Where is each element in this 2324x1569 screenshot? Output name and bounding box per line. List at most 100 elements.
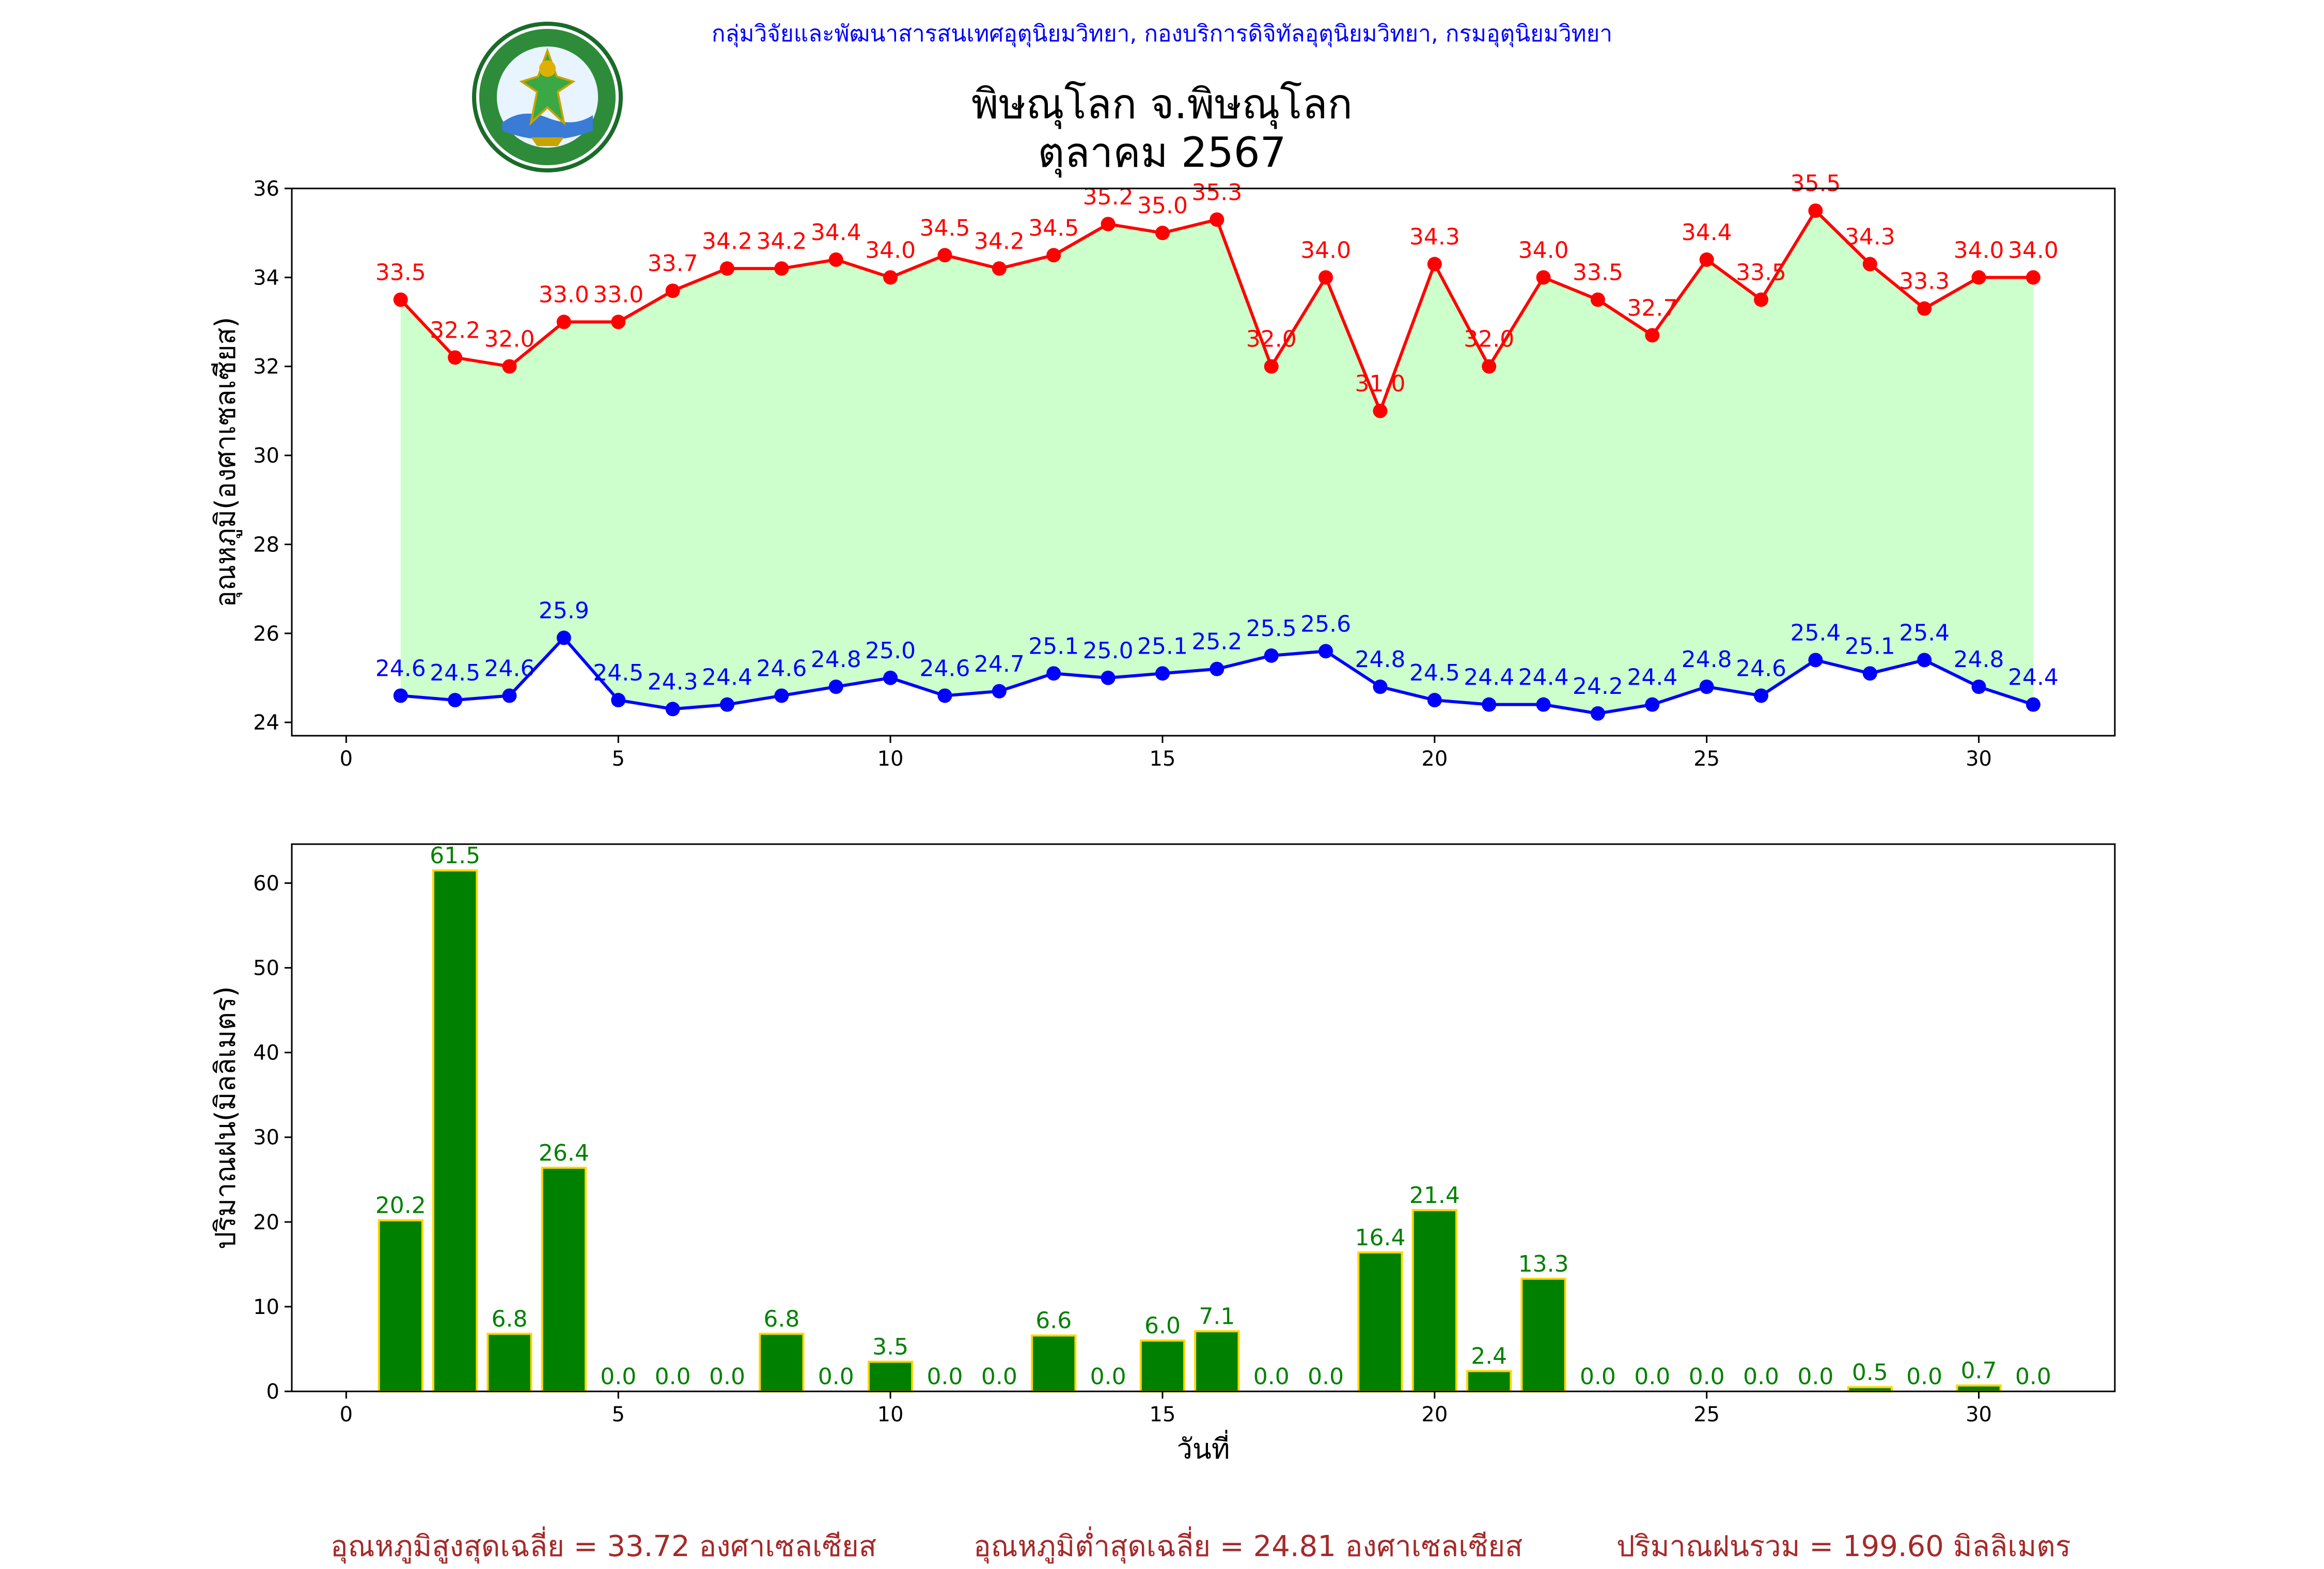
min-temp-data-label: 24.5	[593, 660, 643, 686]
rain-bar	[1194, 1330, 1240, 1393]
min-temp-data-label: 25.9	[539, 597, 589, 624]
rain-data-label: 0.0	[1797, 1364, 1833, 1390]
max-temp-point	[1590, 292, 1605, 307]
y-tick-label: 10	[253, 1295, 279, 1319]
max-temp-data-label: 33.7	[648, 250, 698, 277]
min-temp-point	[828, 679, 843, 694]
min-temp-point	[1971, 679, 1986, 694]
total-rainfall: ปริมาณฝนรวม = 199.60 มิลลิเมตร	[1616, 1530, 2071, 1563]
x-tick-label: 15	[1150, 1403, 1176, 1427]
min-temp-point	[502, 688, 517, 703]
max-temp-point	[1046, 248, 1061, 263]
temperature-plot-frame	[291, 187, 2116, 737]
min-temp-point	[937, 688, 952, 703]
max-temp-point	[502, 359, 517, 374]
min-temp-point	[774, 688, 789, 703]
organization-line: กลุ่มวิจัยและพัฒนาสารสนเทศอุตุนิยมวิทยา,…	[711, 21, 1613, 47]
rainfall-chart: 20.2 61.5 6.8 26.4 0.0 0.0 0.0 6.8 0.0 3.5 0.0 0.0 6…	[209, 843, 2116, 1465]
max-temp-point	[1754, 292, 1769, 307]
max-temp-point	[393, 292, 408, 307]
min-temp-point	[2025, 697, 2040, 712]
y-tick-label: 24	[253, 711, 279, 735]
rain-data-label: 0.7	[1961, 1358, 1997, 1384]
max-temp-point	[448, 350, 463, 365]
max-temp-data-label: 33.5	[1573, 259, 1623, 286]
max-temp-point	[1808, 203, 1823, 218]
y-tick-label: 30	[253, 1126, 279, 1150]
min-temp-data-label: 25.0	[1083, 638, 1134, 664]
rain-data-label: 6.8	[763, 1306, 799, 1332]
x-tick-label: 0	[340, 1403, 353, 1427]
min-temp-data-label: 24.8	[1355, 646, 1405, 673]
max-temp-data-label: 34.0	[1300, 237, 1351, 263]
rain-bar	[378, 1219, 423, 1393]
min-temp-data-label: 24.4	[2008, 664, 2059, 691]
min-temp-point	[1699, 679, 1714, 694]
y-tick-label: 30	[253, 444, 279, 468]
max-temp-point	[1971, 270, 1986, 285]
meteorological-department-logo	[472, 22, 623, 172]
min-temp-data-label: 25.6	[1300, 611, 1351, 637]
min-temp-point	[1101, 670, 1116, 685]
max-temp-data-label: 32.0	[1246, 326, 1297, 353]
rain-data-label: 0.0	[1580, 1364, 1616, 1390]
min-temp-point	[1264, 648, 1279, 663]
min-temp-data-label: 24.6	[756, 655, 807, 682]
max-temp-point	[1210, 212, 1224, 227]
max-temp-data-label: 34.0	[1518, 237, 1569, 263]
min-temp-data-label: 25.4	[1790, 620, 1841, 646]
max-temp-point	[883, 270, 898, 285]
average-min-temperature: อุณหภูมิต่ำสุดเฉลี่ย = 24.81 องศาเซลเซีย…	[973, 1530, 1523, 1563]
max-temp-point	[1318, 270, 1333, 285]
min-temp-point	[1590, 706, 1605, 721]
y-tick-label: 34	[253, 266, 279, 290]
rain-bar	[541, 1166, 587, 1392]
max-temp-point	[937, 248, 952, 263]
rain-data-label: 6.0	[1144, 1313, 1181, 1339]
x-tick-label: 30	[1966, 747, 1992, 771]
max-temp-data-label: 34.2	[974, 228, 1025, 255]
min-temp-data-label: 24.4	[702, 664, 752, 691]
rain-data-label: 0.0	[1634, 1364, 1670, 1390]
chart-title-station: พิษณุโลก จ.พิษณุโลก	[971, 80, 1353, 128]
min-temp-data-label: 24.3	[648, 669, 698, 695]
max-temp-data-label: 34.2	[702, 228, 752, 255]
rain-bar	[1031, 1334, 1077, 1393]
min-temp-point	[1917, 653, 1932, 668]
min-temp-data-label: 24.8	[811, 646, 861, 673]
rain-data-label: 7.1	[1199, 1303, 1235, 1329]
x-axis-label: วันที่	[1177, 1430, 1230, 1465]
min-temp-data-label: 24.4	[1627, 664, 1677, 691]
y-tick-label: 60	[253, 871, 279, 895]
rain-data-label: 6.8	[492, 1306, 528, 1332]
rain-bar	[432, 869, 478, 1392]
y-tick-label: 28	[253, 533, 279, 557]
y-tick-label: 32	[253, 355, 279, 379]
temperature-range-fill	[400, 211, 2033, 714]
min-temp-point	[611, 693, 626, 708]
x-tick-label: 5	[612, 1403, 625, 1427]
rain-data-label: 0.0	[709, 1364, 745, 1390]
rain-data-label: 0.0	[981, 1364, 1017, 1390]
max-temp-point	[1427, 257, 1442, 272]
rain-data-label: 0.0	[600, 1364, 636, 1390]
max-temp-data-label: 35.3	[1191, 179, 1242, 205]
x-tick-label: 20	[1421, 747, 1448, 771]
max-temp-data-label: 34.3	[1845, 224, 1895, 250]
min-temp-data-label: 24.6	[375, 655, 426, 682]
max-temp-data-label: 34.4	[811, 219, 861, 246]
rain-data-label: 0.0	[655, 1364, 691, 1390]
max-temp-point	[774, 261, 789, 276]
max-temp-data-label: 35.5	[1790, 170, 1841, 197]
max-temp-point	[1862, 257, 1877, 272]
rain-bar	[1139, 1339, 1186, 1393]
max-temp-data-label: 34.4	[1682, 219, 1732, 246]
rain-bar	[486, 1333, 532, 1393]
max-temp-data-label: 32.2	[430, 317, 480, 343]
max-temp-data-label: 34.3	[1409, 224, 1460, 250]
x-tick-label: 5	[612, 747, 625, 771]
max-temp-data-label: 34.0	[2008, 237, 2059, 263]
min-temp-data-label: 24.5	[430, 660, 480, 686]
min-temp-data-label: 25.5	[1246, 615, 1297, 642]
